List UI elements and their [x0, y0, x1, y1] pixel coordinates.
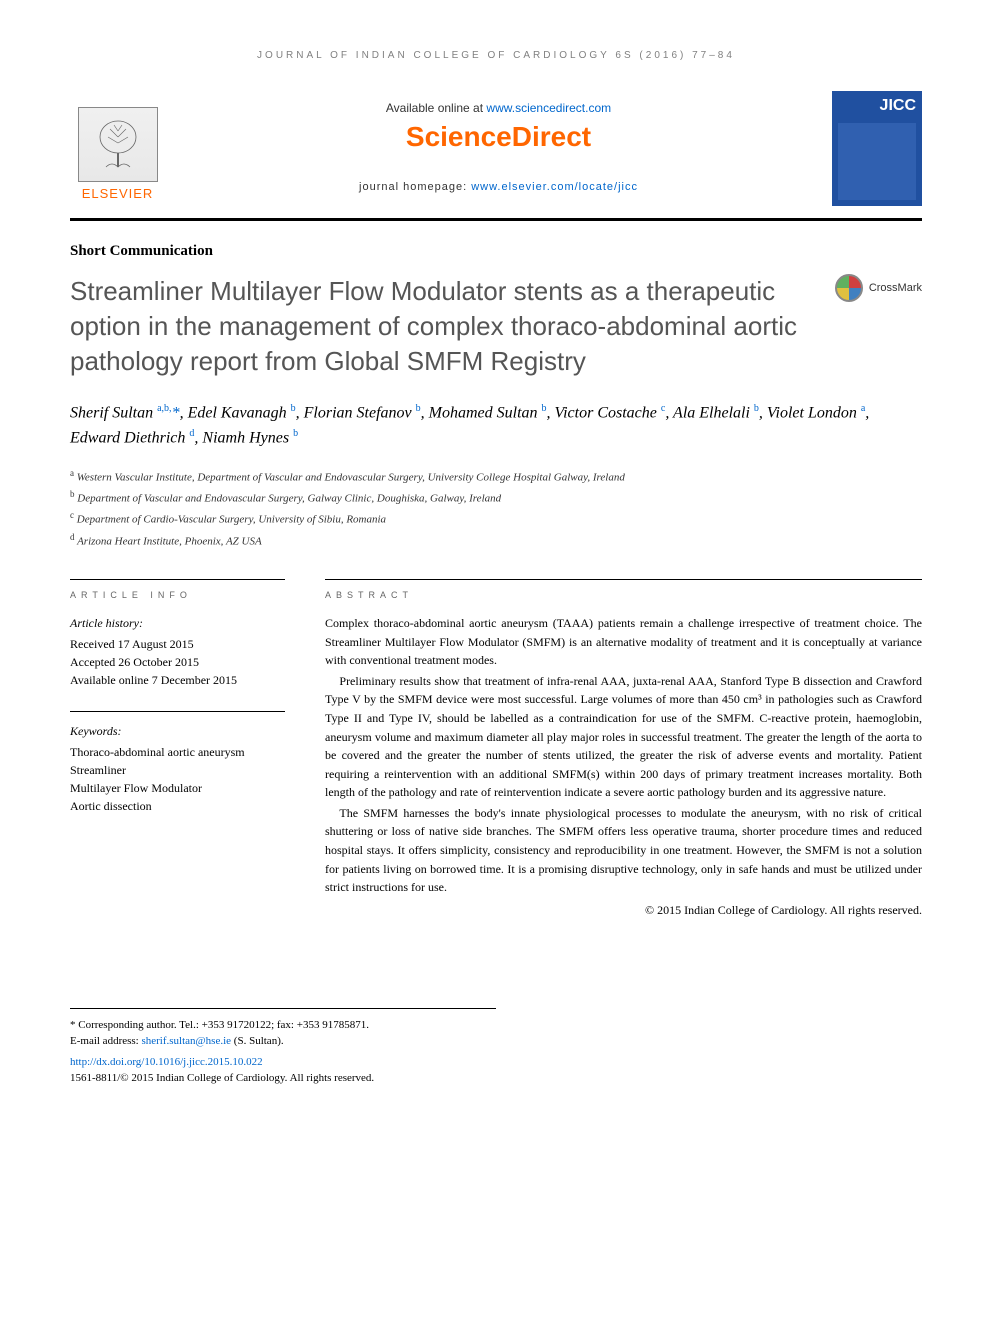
journal-header: ELSEVIER Available online at www.science…	[70, 91, 922, 206]
elsevier-wordmark: ELSEVIER	[82, 186, 154, 201]
article-title: Streamliner Multilayer Flow Modulator st…	[70, 274, 835, 379]
keywords-label: Keywords:	[70, 722, 285, 740]
abstract-copyright: © 2015 Indian College of Cardiology. All…	[325, 903, 922, 918]
email-line: E-mail address: sherif.sultan@hse.ie (S.…	[70, 1033, 496, 1050]
article-info-column: ARTICLE INFO Article history: Received 1…	[70, 579, 285, 918]
header-center: Available online at www.sciencedirect.co…	[165, 91, 832, 206]
jicc-cover-title: JICC	[880, 97, 916, 115]
info-divider	[70, 711, 285, 712]
abstract-column: ABSTRACT Complex thoraco-abdominal aorti…	[325, 579, 922, 918]
homepage-prefix: journal homepage:	[359, 181, 471, 193]
elsevier-tree-icon	[78, 107, 158, 182]
article-history-block: Article history: Received 17 August 2015…	[70, 614, 285, 689]
accepted-date: Accepted 26 October 2015	[70, 653, 285, 671]
email-label: E-mail address:	[70, 1035, 141, 1047]
affiliation-b: b Department of Vascular and Endovascula…	[70, 487, 922, 508]
abstract-heading: ABSTRACT	[325, 579, 922, 600]
journal-cover[interactable]: JICC	[832, 91, 922, 206]
author-list: Sherif Sultan a,b,*, Edel Kavanagh b, Fl…	[70, 401, 922, 450]
email-suffix: (S. Sultan).	[231, 1035, 284, 1047]
journal-homepage: journal homepage: www.elsevier.com/locat…	[185, 181, 812, 193]
footer-meta: http://dx.doi.org/10.1016/j.jicc.2015.10…	[70, 1054, 922, 1087]
jicc-cover-body	[838, 123, 916, 200]
online-date: Available online 7 December 2015	[70, 671, 285, 689]
homepage-link[interactable]: www.elsevier.com/locate/jicc	[471, 181, 638, 193]
corresponding-line: * Corresponding author. Tel.: +353 91720…	[70, 1017, 496, 1034]
header-divider	[70, 218, 922, 221]
sciencedirect-link[interactable]: www.sciencedirect.com	[486, 101, 611, 115]
abstract-p1: Complex thoraco-abdominal aortic aneurys…	[325, 614, 922, 670]
email-link[interactable]: sherif.sultan@hse.ie	[141, 1035, 231, 1047]
received-date: Received 17 August 2015	[70, 635, 285, 653]
keyword: Aortic dissection	[70, 797, 285, 815]
crossmark-label: CrossMark	[869, 282, 922, 294]
article-type: Short Communication	[70, 243, 922, 260]
affiliation-d: d Arizona Heart Institute, Phoenix, AZ U…	[70, 530, 922, 551]
available-online-text: Available online at www.sciencedirect.co…	[185, 101, 812, 115]
abstract-body: Complex thoraco-abdominal aortic aneurys…	[325, 614, 922, 897]
crossmark-badge[interactable]: CrossMark	[835, 274, 922, 302]
available-prefix: Available online at	[386, 101, 487, 115]
keyword: Thoraco-abdominal aortic aneurysm	[70, 743, 285, 761]
info-abstract-row: ARTICLE INFO Article history: Received 1…	[70, 579, 922, 918]
elsevier-logo[interactable]: ELSEVIER	[70, 91, 165, 201]
sciencedirect-logo[interactable]: ScienceDirect	[185, 121, 812, 153]
doi-link[interactable]: http://dx.doi.org/10.1016/j.jicc.2015.10…	[70, 1056, 263, 1068]
affiliation-a: a Western Vascular Institute, Department…	[70, 466, 922, 487]
affiliations: a Western Vascular Institute, Department…	[70, 466, 922, 551]
issn-line: 1561-8811/© 2015 Indian College of Cardi…	[70, 1070, 922, 1087]
keyword: Multilayer Flow Modulator	[70, 779, 285, 797]
title-row: Streamliner Multilayer Flow Modulator st…	[70, 274, 922, 379]
article-info-heading: ARTICLE INFO	[70, 579, 285, 600]
history-label: Article history:	[70, 614, 285, 632]
affiliation-c: c Department of Cardio-Vascular Surgery,…	[70, 508, 922, 529]
abstract-p3: The SMFM harnesses the body's innate phy…	[325, 804, 922, 897]
corresponding-author-footer: * Corresponding author. Tel.: +353 91720…	[70, 1008, 496, 1050]
abstract-p2: Preliminary results show that treatment …	[325, 672, 922, 802]
crossmark-icon	[835, 274, 863, 302]
keywords-block: Keywords: Thoraco-abdominal aortic aneur…	[70, 722, 285, 815]
running-head: JOURNAL OF INDIAN COLLEGE OF CARDIOLOGY …	[70, 50, 922, 61]
keyword: Streamliner	[70, 761, 285, 779]
